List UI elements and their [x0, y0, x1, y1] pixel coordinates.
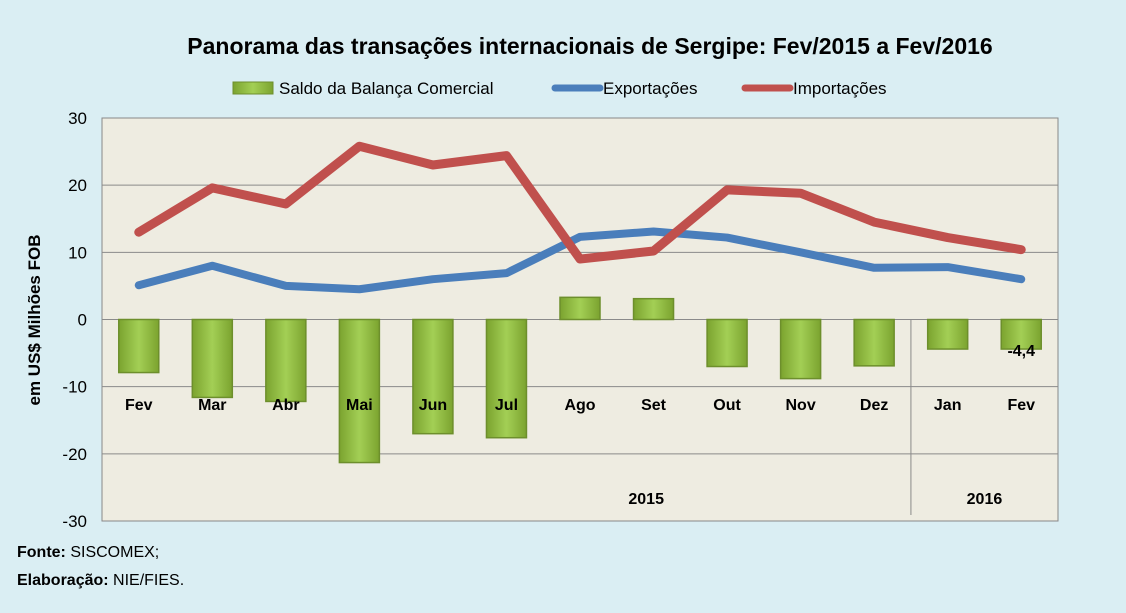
- group-label: 2015: [628, 491, 664, 508]
- data-label: -4,4: [1007, 343, 1035, 360]
- y-tick-label: 0: [78, 311, 87, 330]
- saldo-bar: [118, 318, 160, 374]
- y-tick-label: 30: [68, 109, 87, 128]
- saldo-bar: [338, 318, 381, 464]
- source-label: Fonte:: [17, 544, 66, 561]
- y-tick-label: -30: [62, 512, 87, 531]
- saldo-bar: [1000, 318, 1042, 350]
- x-tick-label: Nov: [785, 397, 815, 414]
- legend-label: Saldo da Balança Comercial: [279, 79, 494, 98]
- exports-line: [134, 227, 1026, 294]
- x-tick-label: Abr: [272, 397, 300, 414]
- saldo-bar: [559, 296, 601, 321]
- chart-title: Panorama das transações internacionais d…: [187, 33, 992, 59]
- y-tick-label: 10: [68, 243, 87, 262]
- legend-label: Exportações: [603, 79, 698, 98]
- source-value: SISCOMEX;: [65, 544, 160, 561]
- x-tick-label: Dez: [860, 397, 888, 414]
- saldo-bar: [412, 318, 454, 435]
- saldo-bar: [485, 318, 528, 439]
- saldo-bar: [191, 318, 234, 399]
- y-axis-label: em US$ Milhões FOB: [25, 235, 44, 406]
- group-label: 2016: [967, 491, 1003, 508]
- legend-swatch-saldo: [232, 81, 274, 95]
- y-tick-label: 20: [68, 176, 87, 195]
- credit-note: Elaboração: NIE/FIES.: [17, 572, 184, 590]
- legend-label: Importações: [793, 79, 887, 98]
- x-tick-label: Mai: [346, 397, 373, 414]
- saldo-bar: [265, 318, 307, 403]
- x-tick-label: Ago: [564, 397, 595, 414]
- legend: Saldo da Balança Comercial Exportações Imp…: [232, 79, 887, 98]
- saldo-bar: [779, 318, 822, 380]
- x-tick-label: Out: [713, 397, 741, 414]
- x-tick-label: Fev: [125, 397, 153, 414]
- y-tick-label: -10: [62, 378, 87, 397]
- saldo-bar: [706, 318, 748, 368]
- saldo-bar: [926, 318, 969, 350]
- x-tick-label: Set: [641, 397, 667, 414]
- x-tick-label: Jun: [419, 397, 447, 414]
- saldo-bar: [632, 297, 675, 321]
- credit-value: NIE/FIES.: [108, 572, 185, 589]
- source-note: Fonte: SISCOMEX;: [17, 544, 159, 562]
- x-tick-label: Fev: [1007, 397, 1035, 414]
- x-tick-label: Jan: [934, 397, 962, 414]
- imports-line: [134, 141, 1026, 264]
- credit-label: Elaboração:: [17, 572, 109, 589]
- x-tick-label: Mar: [198, 397, 226, 414]
- y-tick-label: -20: [62, 445, 87, 464]
- x-tick-label: Jul: [495, 397, 518, 414]
- saldo-bar: [853, 318, 895, 367]
